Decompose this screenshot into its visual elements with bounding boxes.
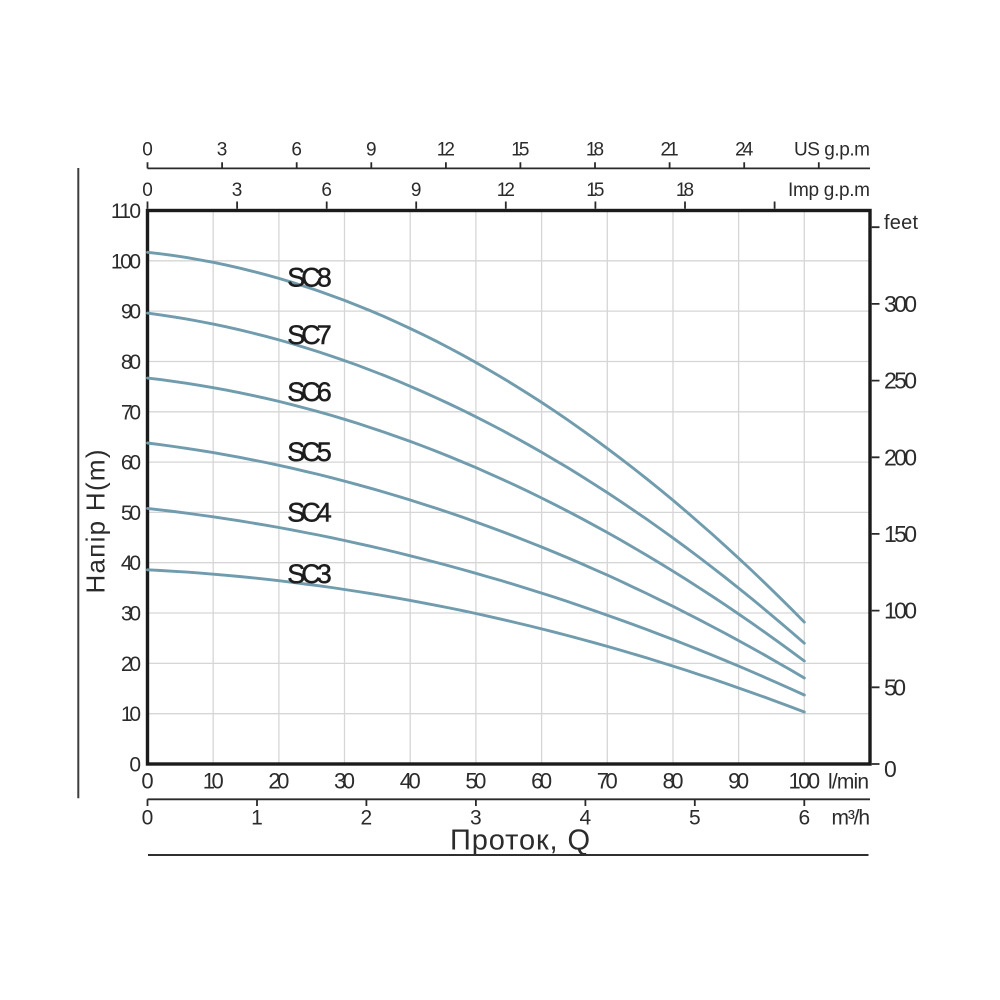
svg-text:Напір H(m): Напір H(m)	[81, 450, 111, 594]
svg-text:6: 6	[798, 807, 810, 830]
svg-text:21: 21	[661, 140, 679, 161]
svg-text:0: 0	[884, 756, 897, 782]
svg-text:12: 12	[497, 180, 515, 201]
svg-text:80: 80	[663, 769, 684, 794]
svg-text:50: 50	[884, 674, 906, 700]
svg-text:40: 40	[121, 552, 141, 575]
svg-text:30: 30	[121, 603, 141, 626]
svg-text:50: 50	[121, 502, 141, 525]
svg-text:SC3: SC3	[287, 559, 332, 589]
svg-text:50: 50	[465, 769, 486, 794]
svg-text:15: 15	[586, 180, 604, 201]
svg-text:US g.p.m: US g.p.m	[794, 140, 870, 161]
svg-text:0: 0	[141, 769, 153, 794]
svg-text:20: 20	[121, 653, 141, 676]
svg-text:SC5: SC5	[287, 437, 332, 467]
svg-text:70: 70	[121, 401, 141, 424]
svg-text:20: 20	[268, 769, 289, 794]
svg-text:6: 6	[291, 140, 302, 161]
svg-text:40: 40	[400, 769, 421, 794]
svg-text:9: 9	[366, 140, 377, 161]
svg-text:100: 100	[111, 250, 141, 273]
svg-text:Проток, Q: Проток, Q	[450, 825, 590, 857]
svg-text:90: 90	[728, 769, 749, 794]
svg-text:m³/h: m³/h	[832, 807, 871, 830]
svg-text:3: 3	[470, 807, 482, 830]
svg-text:SC6: SC6	[287, 377, 332, 407]
svg-text:90: 90	[121, 301, 141, 324]
svg-text:18: 18	[676, 180, 694, 201]
svg-text:Imp g.p.m: Imp g.p.m	[788, 180, 870, 201]
svg-text:3: 3	[232, 180, 243, 201]
svg-text:9: 9	[411, 180, 422, 201]
svg-text:70: 70	[597, 769, 618, 794]
svg-text:5: 5	[689, 807, 701, 830]
svg-text:12: 12	[437, 140, 455, 161]
svg-text:18: 18	[586, 140, 604, 161]
svg-text:80: 80	[121, 351, 141, 374]
svg-text:2: 2	[361, 807, 373, 830]
svg-text:30: 30	[334, 769, 355, 794]
svg-text:3: 3	[217, 140, 228, 161]
svg-text:SC4: SC4	[287, 498, 332, 528]
svg-text:10: 10	[203, 769, 224, 794]
svg-text:0: 0	[142, 807, 154, 830]
svg-text:100: 100	[884, 598, 917, 624]
svg-text:200: 200	[884, 444, 917, 470]
svg-text:SC7: SC7	[287, 320, 332, 350]
svg-text:300: 300	[884, 291, 917, 317]
svg-text:24: 24	[735, 140, 754, 161]
svg-text:10: 10	[121, 703, 141, 726]
svg-text:0: 0	[129, 754, 141, 777]
svg-text:6: 6	[321, 180, 332, 201]
svg-text:60: 60	[121, 452, 141, 475]
svg-text:0: 0	[142, 140, 153, 161]
svg-text:1: 1	[251, 807, 263, 830]
svg-text:SC8: SC8	[287, 263, 332, 293]
svg-text:15: 15	[511, 140, 529, 161]
svg-text:4: 4	[580, 807, 592, 830]
svg-text:150: 150	[884, 521, 917, 547]
svg-text:100: 100	[789, 769, 821, 794]
svg-text:250: 250	[884, 368, 917, 394]
svg-text:0: 0	[142, 180, 153, 201]
svg-text:feet: feet	[884, 212, 918, 234]
svg-text:l/min: l/min	[828, 771, 869, 794]
svg-text:60: 60	[531, 769, 552, 794]
svg-text:110: 110	[111, 200, 141, 223]
